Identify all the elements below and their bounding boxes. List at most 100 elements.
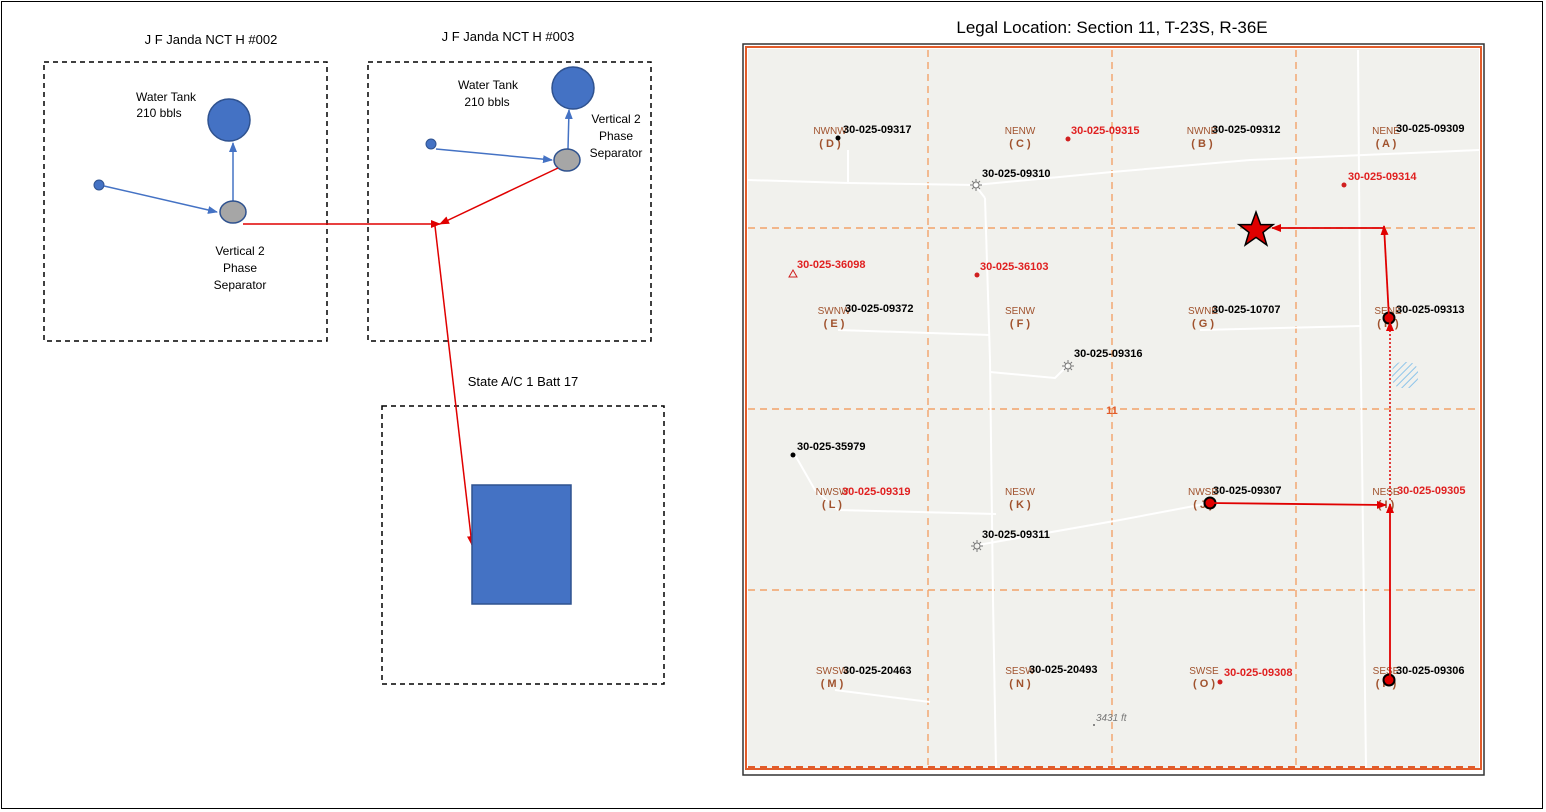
well-3002509314-label: 30-025-09314 [1348, 171, 1417, 183]
elevation-label: 3431 ft [1096, 713, 1128, 724]
well-3002535979-label: 30-025-35979 [797, 441, 866, 453]
section-number: 11 [1106, 405, 1118, 417]
flow-well2-to-sep2 [435, 148, 553, 164]
svg-text:Phase: Phase [223, 261, 257, 275]
qq-code-senw: SENW [1005, 306, 1036, 317]
qq-code-swse: SWSE [1189, 666, 1219, 677]
qq-letter-sesw: ( N ) [1009, 678, 1031, 690]
flow-junction-to-battery [434, 225, 475, 546]
well-3002509314-marker [1341, 182, 1347, 188]
well-3002509312-label: 30-025-09312 [1212, 124, 1281, 136]
well-3002509309-label: 30-025-09309 [1396, 123, 1465, 135]
map-route [1209, 224, 1394, 680]
qq-code-nwne: NWNE [1187, 126, 1218, 137]
well-3002509306-ring-icon [1382, 673, 1396, 687]
tank2-label-1: Water Tank [458, 78, 519, 92]
well-3002509311-gas-well-icon [971, 540, 983, 552]
well-3002509372-label: 30-025-09372 [845, 303, 914, 315]
facility-box-janda-003: J F Janda NCT H #003 [367, 29, 652, 342]
battery-star-icon [1236, 209, 1276, 247]
well-3002509313-label: 30-025-09313 [1396, 304, 1465, 316]
wellhead-1 [93, 179, 105, 191]
qq-code-nwsw: NWSW [816, 487, 849, 498]
qq-letter-swne: ( G ) [1192, 318, 1214, 330]
section-map: 11 3431 ft [742, 43, 1485, 776]
well-3002509311-label: 30-025-09311 [982, 529, 1050, 541]
well-3002509317-label: 30-025-09317 [843, 124, 912, 136]
svg-text:Vertical 2: Vertical 2 [215, 244, 265, 258]
well-3002510707-label: 30-025-10707 [1212, 304, 1281, 316]
qq-code-swne: SWNE [1188, 306, 1218, 317]
separator-2-label: Vertical 2 Phase Separator [590, 112, 643, 160]
qq-letter-swse: ( O ) [1193, 678, 1215, 690]
separator-2 [553, 148, 581, 172]
well-3002536103-marker [974, 272, 980, 278]
flow-sep2-to-junction [439, 167, 559, 225]
tank2-label-2: 210 bbls [464, 95, 509, 109]
well-3002509317-marker [835, 135, 841, 141]
box-title-janda-003: J F Janda NCT H #003 [442, 29, 575, 44]
water-tank-2 [551, 66, 595, 110]
separator-1-label: Vertical 2 Phase Separator [214, 244, 267, 292]
well-3002509315-marker [1065, 136, 1071, 142]
facility-box-janda-002: J F Janda NCT H #002 [43, 32, 328, 342]
roads [747, 49, 1480, 769]
qq-code-nesw: NESW [1005, 487, 1036, 498]
tank1-label-1: Water Tank [136, 90, 197, 104]
well-3002536098-label: 30-025-36098 [797, 259, 866, 271]
qq-letter-swsw: ( M ) [821, 678, 844, 690]
well-3002509316-label: 30-025-09316 [1074, 348, 1143, 360]
well-3002509308-marker [1217, 679, 1223, 685]
svg-text:Phase: Phase [599, 129, 633, 143]
svg-text:Separator: Separator [590, 146, 643, 160]
well-3002509308-label: 30-025-09308 [1224, 667, 1293, 679]
qq-code-nene: NENE [1372, 126, 1400, 137]
map-title: Legal Location: Section 11, T-23S, R-36E [956, 18, 1267, 37]
svg-text:Vertical 2: Vertical 2 [591, 112, 641, 126]
well-3002509316-gas-well-icon [1062, 360, 1074, 372]
flow-sep2-to-tank2 [564, 109, 573, 150]
well-3002535979-marker [790, 452, 796, 458]
qq-code-swnw: SWNW [818, 306, 851, 317]
battery-tank [471, 484, 572, 605]
qq-code-sesw: SESW [1005, 666, 1035, 677]
qq-code-nwnw: NWNW [813, 126, 847, 137]
qq-code-sese: SESE [1373, 666, 1400, 677]
qq-grid [748, 50, 1479, 768]
qq-code-nese: NESE [1372, 487, 1400, 498]
separator-1 [219, 200, 247, 224]
tank1-label-2: 210 bbls [136, 106, 181, 120]
qq-letter-nwnw: ( D ) [819, 138, 841, 150]
well-3002520493-label: 30-025-20493 [1029, 664, 1098, 676]
well-3002536103-label: 30-025-36103 [980, 261, 1049, 273]
qq-code-nenw: NENW [1005, 126, 1036, 137]
well-3002536098-marker [788, 268, 798, 278]
well-3002509306-label: 30-025-09306 [1396, 665, 1465, 677]
qq-letter-senw: ( F ) [1010, 318, 1030, 330]
well-3002509307-label: 30-025-09307 [1213, 485, 1282, 497]
well-3002509310-label: 30-025-09310 [982, 168, 1051, 180]
box-title-janda-002: J F Janda NCT H #002 [145, 32, 278, 47]
well-3002509305-label: 30-025-09305 [1397, 485, 1466, 497]
well-3002509319-label: 30-025-09319 [842, 486, 911, 498]
qq-letter-nesw: ( K ) [1009, 499, 1031, 511]
box-title-battery: State A/C 1 Batt 17 [468, 374, 579, 389]
qq-code-nwse: NWSE [1188, 487, 1218, 498]
qq-letter-swnw: ( E ) [824, 318, 845, 330]
well-labels: 30-025-09317 30-025-09315 30-025-09312 30-0… [788, 123, 1466, 687]
qq-letter-nenw: ( C ) [1009, 138, 1031, 150]
qq-letter-nwsw: ( L ) [822, 499, 842, 511]
svg-text:Separator: Separator [214, 278, 267, 292]
water-tank-1 [207, 98, 251, 142]
well-3002520463-label: 30-025-20463 [843, 665, 912, 677]
water-feature [1392, 362, 1418, 388]
facility-box-battery: State A/C 1 Batt 17 [381, 374, 665, 685]
qq-letter-nene: ( A ) [1376, 138, 1397, 150]
qq-code-swsw: SWSW [816, 666, 849, 677]
qq-labels: NWNW( D ) NENW( C ) NWNE( B ) NENE( A ) SWNW… [813, 126, 1402, 690]
well-3002509315-label: 30-025-09315 [1071, 125, 1140, 137]
qq-letter-nwne: ( B ) [1191, 138, 1213, 150]
well-3002509310-gas-well-icon [970, 179, 982, 191]
